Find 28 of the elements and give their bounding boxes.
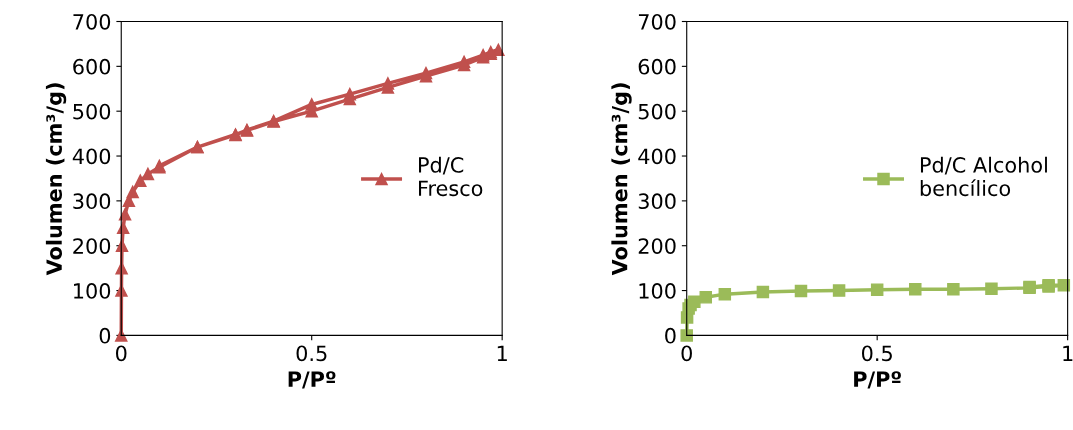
x-axis-title: P/Pº [288,371,336,389]
y-tick-label: 600 [73,58,111,75]
y-tick-label: 200 [73,238,111,254]
y-axis-title: Volumen (cm³/g) [611,83,632,276]
legend-label: Pd/C Fresco [419,156,483,197]
y-tick-label: 700 [638,13,676,30]
y-tick-label: 300 [73,193,111,210]
x-tick-label: 0.5 [296,345,327,362]
y-axis-title: Volumen (cm³/g) [45,83,67,276]
y-tick-label: 500 [638,103,676,120]
y-tick-label: 300 [638,193,676,210]
y-tick-label: 0 [99,327,111,344]
y-tick-label: 100 [639,283,676,299]
x-tick-label: 0 [681,345,692,362]
y-tick-label: 400 [72,148,111,165]
x-tick-label: 1 [497,345,507,361]
y-tick-label: 100 [74,283,111,299]
x-tick-label: 0 [116,345,127,362]
legend-label: Pd/C Alcohol bencílico [920,156,1047,197]
x-tick-label: 1 [1063,345,1073,361]
y-tick-label: 500 [73,103,111,120]
x-tick-label: 0.5 [861,345,892,362]
x-axis-title: P/Pº [854,371,901,389]
y-tick-label: 400 [638,148,676,165]
y-tick-label: 700 [73,13,111,30]
y-tick-label: 0 [665,327,676,344]
y-tick-label: 600 [638,58,676,75]
y-tick-label: 200 [638,238,676,254]
